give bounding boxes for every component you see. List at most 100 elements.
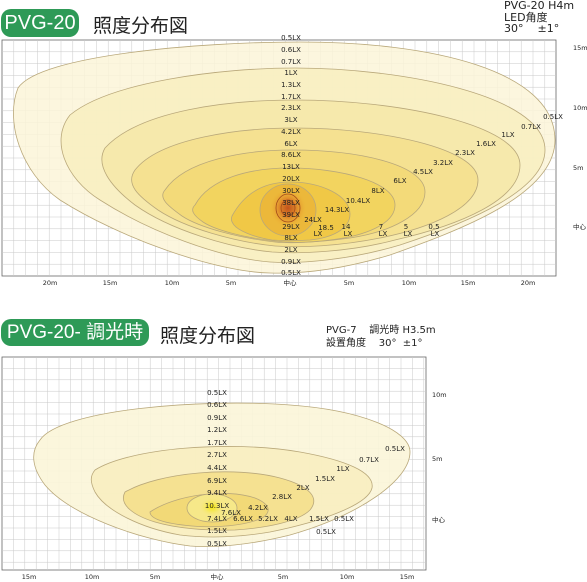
- iso-label: 0.7LX: [359, 456, 379, 464]
- iso-label: 3LX: [284, 116, 297, 124]
- iso-label: 2.3LX: [455, 149, 475, 157]
- iso-label: 0.5LX: [334, 515, 354, 523]
- bottom-axis-tick: 20m: [43, 279, 58, 287]
- iso-label: 0.5LX: [281, 34, 301, 42]
- section1-spec: PVG-20 H4m LED角度 30° ±1°: [504, 0, 574, 35]
- chart-1-right-axis: 15m 10m 5m 中心: [573, 44, 587, 231]
- bottom-axis-tick: 15m: [22, 573, 37, 581]
- iso-label: 0.5LX: [207, 389, 227, 397]
- iso-label: 3.2LX: [433, 159, 453, 167]
- spec-line: 30° ±1°: [504, 22, 560, 36]
- iso-label: 24LX: [304, 216, 322, 224]
- right-axis-tick: 中心: [432, 515, 446, 524]
- iso-label: 29LX: [282, 223, 300, 231]
- bottom-axis-tick: 20m: [521, 279, 536, 287]
- iso-label: 18.5: [318, 224, 334, 232]
- spec-line: LED角度: [504, 10, 548, 24]
- chart-1: 0.5LX0.6LX0.7LX1LX1.3LX1.7LX2.3LX3LX4.2L…: [1, 34, 587, 287]
- contour-38: [275, 193, 301, 223]
- iso-label: 5: [404, 223, 408, 231]
- bottom-axis-tick: 10m: [340, 573, 355, 581]
- chart-2-right-axis: 10m 5m 中心: [432, 391, 447, 524]
- bottom-axis-tick: 15m: [461, 279, 476, 287]
- product-badge-2: PVG-20- 調光時: [1, 319, 149, 346]
- right-axis-tick: 5m: [432, 455, 442, 463]
- iso-label: 5.2LX: [258, 515, 278, 523]
- iso-label: 30LX: [282, 187, 300, 195]
- iso-label: 0.5LX: [281, 269, 301, 277]
- iso-label: 7.4LX: [207, 515, 227, 523]
- chart-2-center-labels: 0.5LX 0.6LX 0.9LX 1.2LX 1.7LX 2.7LX 4.4LX 6.9LX…: [205, 389, 229, 548]
- spec-line: PVG-20 H4m: [504, 0, 575, 12]
- bottom-axis-tick: 15m: [400, 573, 415, 581]
- bottom-axis-tick: 5m: [150, 573, 160, 581]
- iso-label: 7: [379, 223, 383, 231]
- right-axis-tick: 中心: [573, 222, 587, 231]
- bottom-axis-tick: 5m: [344, 279, 354, 287]
- iso-label: 2LX: [284, 246, 297, 254]
- iso-label: 0.5LX: [207, 540, 227, 548]
- iso-label: 2LX: [296, 484, 309, 492]
- iso-label: 2.7LX: [207, 451, 227, 459]
- iso-label: 1LX: [501, 131, 514, 139]
- bottom-axis-tick: 5m: [278, 573, 288, 581]
- bottom-axis-tick: 10m: [165, 279, 180, 287]
- iso-label: 1.3LX: [281, 81, 301, 89]
- iso-label: 1LX: [336, 465, 349, 473]
- bottom-axis-tick: 10m: [85, 573, 100, 581]
- iso-label: LX: [404, 230, 413, 238]
- iso-label: 1.2LX: [207, 426, 227, 434]
- iso-label: LX: [344, 230, 353, 238]
- iso-label: 6.6LX: [233, 515, 253, 523]
- iso-label: 0.5LX: [543, 113, 563, 121]
- iso-label: 0.9LX: [207, 414, 227, 422]
- product-badge-1-text: PVG-20: [4, 12, 76, 34]
- iso-label: 39LX: [282, 211, 300, 219]
- bottom-axis-tick: 中心: [211, 572, 225, 581]
- iso-label: 1.7LX: [207, 439, 227, 447]
- spec-line: PVG-7 調光時 H3.5m: [326, 325, 436, 336]
- iso-label: 0.5: [428, 223, 439, 231]
- iso-label: 0.5LX: [316, 528, 336, 536]
- iso-label: 4.5LX: [413, 168, 433, 176]
- iso-label: 2.8LX: [272, 493, 292, 501]
- iso-label: LX: [314, 230, 323, 238]
- bottom-axis-tick: 中心: [284, 278, 298, 287]
- iso-label: 38LX: [282, 199, 300, 207]
- iso-label: 4.2LX: [248, 504, 268, 512]
- chart-2: 0.5LX 0.6LX 0.9LX 1.2LX 1.7LX 2.7LX 4.4LX 6.9LX…: [1, 356, 447, 581]
- iso-label: 0.7LX: [281, 58, 301, 66]
- iso-label: 1LX: [284, 69, 297, 77]
- iso-label: 20LX: [282, 175, 300, 183]
- iso-label: 14.3LX: [325, 206, 349, 214]
- iso-label: 8LX: [284, 234, 297, 242]
- iso-label: 1.5LX: [207, 527, 227, 535]
- section2-spec: PVG-7 調光時 H3.5m 設置角度 30° ±1°: [326, 324, 436, 350]
- bottom-axis-tick: 15m: [103, 279, 118, 287]
- spec-line: 設置角度 30° ±1°: [326, 338, 423, 349]
- section1-heading: 照度分布図: [93, 15, 189, 37]
- product-badge-1: PVG-20: [1, 9, 79, 37]
- right-axis-tick: 15m: [573, 44, 587, 52]
- chart-1-bottom-labels: 18.5 14 7 5 0.5LX LX LX LX LX: [314, 223, 440, 238]
- iso-label: 4.2LX: [281, 128, 301, 136]
- iso-label: LX: [379, 230, 388, 238]
- iso-label: 14: [342, 223, 351, 231]
- iso-label: 0.7LX: [521, 123, 541, 131]
- bottom-axis-tick: 5m: [226, 279, 236, 287]
- contour-hot: [268, 187, 308, 229]
- iso-label: 1.5LX: [315, 475, 335, 483]
- chart-1-center-labels: 0.5LX 0.6LX 0.7LX 1LX 1.3LX 1.7LX 2.3LX 3LX 4.2L…: [281, 34, 301, 277]
- iso-label: 10.4LX: [346, 197, 370, 205]
- iso-label: 6LX: [393, 177, 406, 185]
- iso-label: 2.3LX: [281, 104, 301, 112]
- iso-label: 8.6LX: [281, 151, 301, 159]
- iso-label: 0.6LX: [281, 46, 301, 54]
- contour2-hot: [200, 498, 224, 516]
- iso-label: 7.6LX: [221, 509, 241, 517]
- iso-label: 0.9LX: [281, 258, 301, 266]
- iso-label: 4.4LX: [207, 464, 227, 472]
